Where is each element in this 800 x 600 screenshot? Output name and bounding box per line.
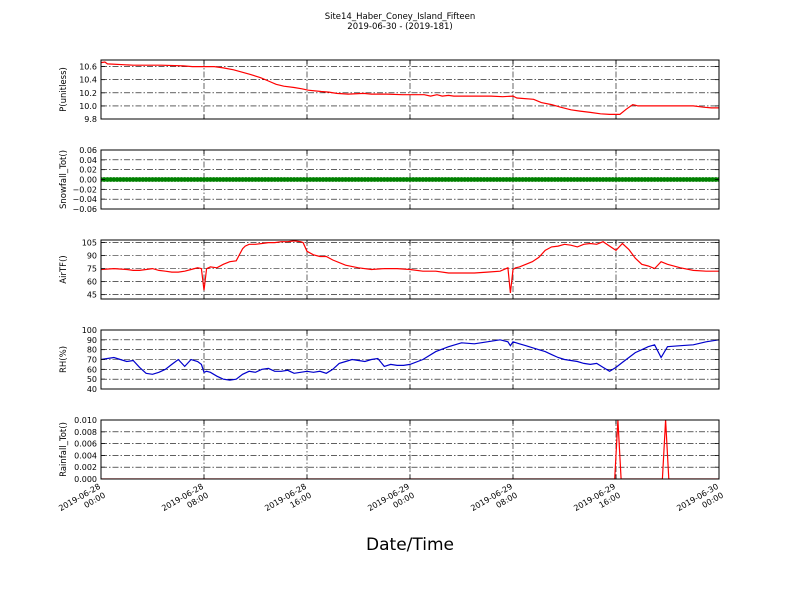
y-axis-label: P(unitless) — [59, 67, 69, 112]
figure-title: Site14_Haber_Coney_Island_Fifteen — [325, 12, 476, 22]
y-tick-label: 90 — [87, 252, 97, 261]
y-tick-label: 90 — [87, 336, 97, 345]
y-tick-label: 40 — [87, 385, 97, 394]
y-tick-label: 10.2 — [79, 89, 97, 98]
y-axis-label: Snowfall_Tot() — [59, 150, 69, 209]
y-tick-label: 70 — [87, 356, 97, 365]
y-tick-label: 50 — [87, 375, 97, 384]
series-line — [101, 61, 719, 116]
series-line — [101, 420, 719, 479]
y-tick-label: 60 — [87, 278, 97, 287]
y-tick-label: 0.000 — [74, 475, 97, 484]
series-line — [101, 339, 719, 381]
subplot-1: 9.8 10.0 10.2 10.4 10.6 P(unitless) — [59, 59, 720, 124]
scatter-series — [101, 177, 719, 182]
y-tick-label: 105 — [82, 239, 97, 248]
figure-subtitle: 2019-06-30 - (2019-181) — [347, 22, 452, 32]
y-tick-label: −0.06 — [72, 205, 97, 214]
y-tick-label: −0.02 — [72, 185, 97, 194]
y-tick-label: 0.010 — [74, 416, 97, 425]
y-tick-label: 0.06 — [79, 146, 97, 155]
y-tick-label: 0.02 — [79, 166, 97, 175]
y-tick-label: 0.004 — [74, 451, 97, 460]
subplot-2: −0.06−0.04−0.020.000.020.040.06 Snowfall_… — [59, 146, 720, 214]
y-axis-label: RH(%) — [59, 346, 69, 373]
y-axis-label: Rainfall_Tot() — [59, 422, 69, 477]
y-tick-label: 0.008 — [74, 428, 97, 437]
y-tick-label: 80 — [87, 346, 97, 355]
y-tick-label: 60 — [87, 365, 97, 374]
y-tick-label: 100 — [82, 326, 97, 335]
y-tick-label: 10.0 — [79, 102, 97, 111]
y-tick-label: 0.006 — [74, 440, 97, 449]
y-axis-label: AirTF() — [59, 255, 69, 283]
y-tick-label: 45 — [87, 291, 97, 300]
y-tick-label: 0.04 — [79, 156, 97, 165]
y-tick-label: 10.4 — [79, 76, 97, 85]
y-tick-label: 75 — [87, 265, 97, 274]
x-axis-label: Date/Time — [366, 535, 454, 555]
y-tick-label: −0.04 — [72, 195, 97, 204]
y-tick-label: 10.6 — [79, 63, 97, 72]
subplots: 9.8 10.0 10.2 10.4 10.6 P(unitless) −0.06−0.04… — [57, 59, 725, 513]
y-tick-label: 9.8 — [84, 115, 97, 124]
subplot-3: 45 60 75 90 105 AirTF() — [59, 239, 720, 300]
subplot-5: 0.000 0.002 0.004 0.006 0.008 0.010 Rainfall_T… — [59, 416, 720, 484]
series-line — [101, 240, 719, 293]
y-tick-label: 0.00 — [79, 176, 97, 185]
y-tick-label: 0.002 — [74, 463, 97, 472]
